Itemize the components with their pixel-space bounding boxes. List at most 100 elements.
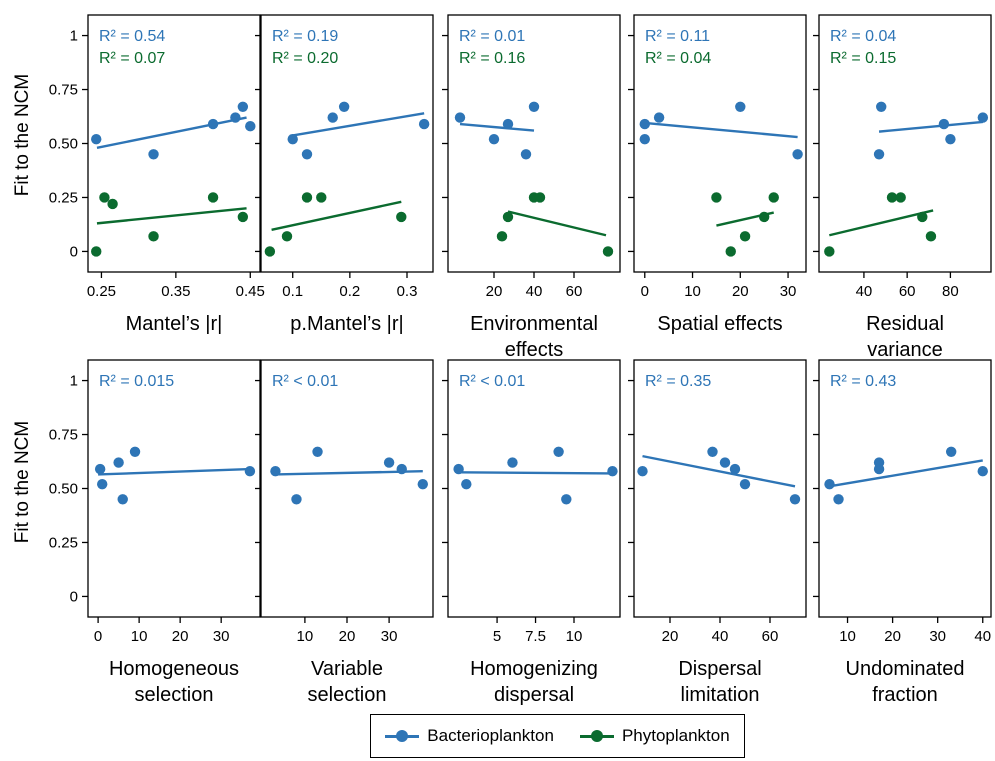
- data-point: [977, 112, 989, 123]
- r2-annotation: R² = 0.01: [459, 28, 525, 45]
- x-tick-label: 40: [526, 283, 543, 300]
- x-tick-label: 0.25: [87, 283, 116, 300]
- data-point: [148, 231, 159, 242]
- data-point: [873, 149, 885, 160]
- r2-annotation: R² < 0.01: [459, 373, 525, 390]
- y-axis-label-bottom-row: Fit to the NCM: [12, 421, 33, 543]
- data-point: [824, 478, 835, 490]
- series-bacterioplankton: R² = 0.54: [91, 28, 256, 160]
- x-tick-label: 10: [684, 283, 701, 300]
- y-tick-label: 0.75: [49, 82, 78, 99]
- x-tick-label: 10: [839, 628, 856, 645]
- x-tick-label: 40: [856, 283, 873, 300]
- x-tick-label: 7.5: [525, 628, 546, 645]
- r2-annotation: R² = 0.07: [99, 50, 165, 67]
- data-point: [735, 101, 746, 113]
- data-point: [417, 478, 428, 490]
- x-tick-label: 20: [339, 628, 356, 645]
- data-point: [97, 478, 108, 490]
- fit-line: [829, 459, 983, 488]
- x-tick-label: 10: [297, 628, 314, 645]
- y-axis-label-top-row: Fit to the NCM: [12, 74, 33, 196]
- x-axis-label: Homogenizing: [470, 658, 598, 680]
- x-tick-label: 40: [974, 628, 991, 645]
- data-point: [639, 133, 650, 145]
- x-tick-label: 60: [566, 283, 583, 300]
- data-point: [270, 466, 281, 477]
- r2-annotation: R² = 0.43: [830, 373, 896, 390]
- data-point: [418, 118, 430, 130]
- data-point: [496, 231, 508, 242]
- x-tick-label: 0.3: [397, 283, 418, 300]
- r2-annotation: R² = 0.04: [830, 28, 896, 45]
- data-point: [301, 192, 313, 203]
- fit-line: [644, 121, 798, 139]
- legend-label-phytoplankton: Phytoplankton: [621, 726, 730, 745]
- x-tick-label: 60: [899, 283, 916, 300]
- data-point: [653, 112, 665, 123]
- data-point: [454, 112, 466, 123]
- data-point: [107, 198, 118, 210]
- y-tick-label: 0: [70, 588, 78, 605]
- x-tick-label: 20: [662, 628, 679, 645]
- data-point: [873, 463, 885, 475]
- x-axis-label: Spatial effects: [657, 313, 782, 335]
- y-tick-label: 0.50: [49, 481, 78, 498]
- x-tick-label: 0.35: [161, 283, 190, 300]
- panel-frame: [447, 359, 621, 618]
- data-point: [945, 446, 957, 458]
- data-point: [396, 211, 407, 223]
- data-point: [281, 231, 293, 242]
- data-point: [301, 149, 313, 160]
- data-point: [396, 463, 407, 475]
- data-point: [237, 101, 249, 113]
- data-point: [129, 446, 141, 458]
- x-tick-label: 10: [131, 628, 148, 645]
- x-tick-label: 30: [213, 628, 230, 645]
- data-point: [507, 457, 518, 468]
- series-phytoplankton: R² = 0.07: [91, 50, 249, 257]
- data-point: [977, 466, 988, 477]
- x-tick-label: 30: [381, 628, 398, 645]
- data-point: [91, 133, 102, 145]
- data-point: [792, 149, 803, 160]
- r2-annotation: R² = 0.20: [272, 50, 338, 67]
- series-bacterioplankton: R² = 0.015: [94, 373, 256, 505]
- data-point: [876, 101, 887, 113]
- series-bacterioplankton: R² = 0.35: [637, 373, 801, 505]
- y-tick-label: 0.50: [49, 136, 78, 153]
- x-axis-label: Residual: [866, 313, 944, 335]
- data-point: [99, 192, 110, 203]
- data-point: [148, 149, 159, 160]
- series-phytoplankton: R² = 0.20: [264, 50, 407, 257]
- data-point: [561, 494, 572, 505]
- x-tick-label: 0: [94, 628, 102, 645]
- panel-mantel-s-r: 0 0.25 0.50 0.75 1 0.25 0.35 0.45 Mantel’s |r| R²…: [49, 14, 265, 335]
- data-point: [602, 246, 614, 257]
- data-point: [287, 133, 298, 145]
- data-point: [607, 466, 618, 477]
- x-tick-label: 10: [566, 628, 583, 645]
- data-point: [711, 192, 722, 203]
- data-point: [719, 457, 731, 468]
- x-tick-label: 20: [172, 628, 189, 645]
- data-point: [207, 118, 219, 130]
- data-point: [639, 118, 650, 130]
- data-point: [502, 118, 514, 130]
- fit-line: [829, 209, 934, 237]
- x-tick-label: 20: [486, 283, 503, 300]
- legend-item-phytoplankton: Phytoplankton: [579, 726, 730, 746]
- data-point: [945, 133, 956, 145]
- fit-line: [459, 122, 535, 132]
- data-point: [207, 192, 219, 203]
- x-axis-label: Homogeneous: [109, 658, 239, 680]
- data-point: [768, 192, 779, 203]
- panel-frame: [87, 359, 261, 618]
- x-axis-label: Mantel’s |r|: [126, 313, 223, 335]
- r2-annotation: R² = 0.015: [99, 373, 174, 390]
- x-tick-label: 20: [884, 628, 901, 645]
- fit-line: [878, 120, 983, 133]
- panel-variable-selection: 10 20 30 Variable selection R² < 0.01: [255, 359, 434, 706]
- panel-residual-variance: 40 60 80 Residual variance R² = 0.04 R² = 0.15: [813, 14, 992, 361]
